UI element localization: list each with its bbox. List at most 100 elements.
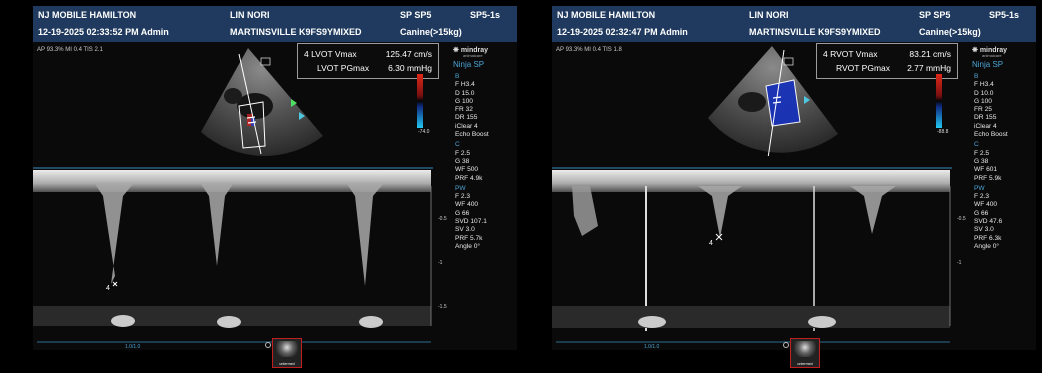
param-value: PRF 5.7k	[455, 234, 483, 242]
sample-volume-gate[interactable]	[247, 121, 257, 124]
thumbnail-preview	[794, 341, 816, 357]
doppler-cursor-line[interactable]	[238, 53, 262, 155]
measurement-box: 4 LVOT Vmax 125.47 cm/s LVOT PGmax 6.30 …	[297, 43, 439, 79]
heart-chamber	[224, 88, 242, 104]
site-name: NJ MOBILE HAMILTON	[557, 10, 656, 20]
param-value: WF 400	[974, 201, 998, 209]
caliper-marker[interactable]	[112, 281, 118, 287]
heart-chamber	[237, 93, 273, 119]
param-value: G 66	[974, 209, 989, 217]
color-box[interactable]	[238, 101, 266, 149]
param-group-header: B	[455, 73, 460, 80]
exam-datetime: 12-19-2025 02:32:47 PM Admin	[557, 27, 688, 37]
bmode-sector-image	[201, 48, 323, 156]
patient-code: MARTINSVILLE K9FS9YMIXED	[230, 27, 362, 37]
param-value: PRF 5.9k	[974, 174, 1002, 182]
marker-icon	[260, 57, 271, 66]
caliper-label: 4	[709, 240, 713, 247]
color-scale-bar	[936, 74, 942, 128]
probe-name: SP SP5	[919, 10, 951, 20]
doppler-baseline-band	[552, 170, 950, 192]
ultrasound-screen-right: NJ MOBILE HAMILTON 12-19-2025 02:32:47 P…	[552, 6, 1036, 350]
param-value: PRF 6.3k	[974, 234, 1002, 242]
imaging-parameters: B F H3.4 D 15.0 G 100 FR 32 DR 155 iClea…	[455, 73, 517, 253]
param-value: G 66	[455, 209, 470, 217]
param-value: DR 155	[974, 114, 997, 122]
measurement-label: RVOT PGmax	[836, 63, 891, 73]
flow-envelope	[201, 184, 233, 266]
sample-volume-gate[interactable]	[772, 96, 782, 99]
sample-volume-gate[interactable]	[246, 116, 256, 119]
sample-volume-gate[interactable]	[772, 101, 782, 104]
param-group-c: C F 2.5 G 38 WF 601 PRF 5.9k	[974, 141, 1036, 182]
param-value: F 2.3	[455, 193, 471, 201]
param-value: WF 500	[455, 166, 479, 174]
patient-name: LIN NORI	[230, 10, 270, 20]
focus-marker-blue-icon	[804, 96, 810, 104]
probe-name: SP SP5	[400, 10, 432, 20]
flow-envelope	[95, 184, 133, 284]
logo-tagline: animalcare	[463, 53, 483, 58]
measurement-label: 4 RVOT Vmax	[823, 49, 878, 59]
param-group-header: C	[455, 141, 460, 149]
param-value: iClear 4	[974, 122, 997, 130]
exam-datetime: 12-19-2025 02:33:52 PM Admin	[38, 27, 169, 37]
velocity-scale-label: -1	[438, 260, 443, 266]
probe-mode: SP5-1s	[989, 10, 1020, 20]
measurement-value: 2.77 mmHg	[907, 63, 951, 73]
probe-mode: SP5-1s	[470, 10, 501, 20]
model-name: Ninja SP	[972, 60, 1004, 69]
flow-artifact	[217, 316, 241, 328]
param-group-header: B	[974, 73, 979, 80]
measurement-value: 83.21 cm/s	[909, 49, 951, 59]
param-group-header: PW	[455, 184, 466, 192]
acoustic-output: AP 93.3% MI 0.4 TIS 2.1	[37, 47, 103, 53]
bmode-sector-image	[708, 46, 838, 156]
measurement-box: 4 RVOT Vmax 83.21 cm/s RVOT PGmax 2.77 m…	[816, 43, 958, 79]
measurement-value: 6.30 mmHg	[388, 63, 432, 73]
flow-artifact	[638, 316, 666, 328]
flow-envelope	[572, 186, 598, 236]
lower-noise-band	[552, 306, 950, 328]
param-group-header: PW	[974, 184, 985, 192]
param-value: Angle 0°	[974, 242, 1000, 250]
param-value: SV 3.0	[974, 226, 994, 234]
exam-preset: Canine(>15kg)	[919, 27, 981, 37]
logo-text: mindray	[979, 47, 1008, 54]
thumbnail-indicator-icon	[783, 342, 789, 348]
param-value: PRF 4.9k	[455, 174, 483, 182]
param-value: G 38	[974, 157, 989, 165]
imaging-parameters: B F H3.4 D 10.0 G 100 FR 25 DR 155 iClea…	[974, 73, 1036, 253]
param-value: Angle 0°	[455, 242, 481, 250]
velocity-scale-label: -0.5	[957, 216, 966, 222]
param-group-header: C	[974, 141, 979, 149]
logo-text: mindray	[460, 47, 489, 54]
doppler-cursor-line[interactable]	[767, 49, 785, 156]
caliper-marker[interactable]	[715, 233, 723, 241]
ultrasound-screen-left: NJ MOBILE HAMILTON 12-19-2025 02:33:52 P…	[33, 6, 517, 350]
brand-logo: ❋ mindray animalcare Ninja SP	[972, 46, 1034, 69]
param-group-c: C F 2.5 G 38 WF 500 PRF 4.9k	[455, 141, 517, 182]
pw-doppler-spectrum[interactable]: 4 -0.5 -1 -1.5 1.0/1.0	[33, 156, 453, 350]
param-value: F H3.4	[974, 81, 994, 89]
brand-logo: ❋ mindray animalcare Ninja SP	[453, 46, 515, 69]
thumbnail-caption: untermed	[279, 362, 295, 366]
param-value: G 100	[974, 97, 992, 105]
logo-icon: ❋	[453, 47, 459, 54]
param-value: Echo Boost	[455, 131, 489, 139]
velocity-scale-label: -1.5	[438, 304, 447, 310]
param-value: SVD 47.6	[974, 218, 1003, 226]
image-thumbnail[interactable]: untermed	[790, 338, 820, 368]
color-flow-red	[247, 114, 253, 126]
param-value: F 2.5	[455, 149, 471, 157]
velocity-scale-label: -1	[957, 260, 962, 266]
pw-doppler-spectrum[interactable]: 4 -0.5 -1 1.0/1.0	[552, 156, 972, 350]
color-scale-label: -88.8	[937, 129, 949, 135]
color-box[interactable]	[765, 79, 801, 127]
param-value: G 100	[455, 97, 473, 105]
param-value: D 10.0	[974, 89, 994, 97]
param-value: FR 25	[974, 106, 992, 114]
param-value: DR 155	[455, 114, 478, 122]
caliper-label: 4	[106, 285, 110, 292]
image-thumbnail[interactable]: untermed	[272, 338, 302, 368]
